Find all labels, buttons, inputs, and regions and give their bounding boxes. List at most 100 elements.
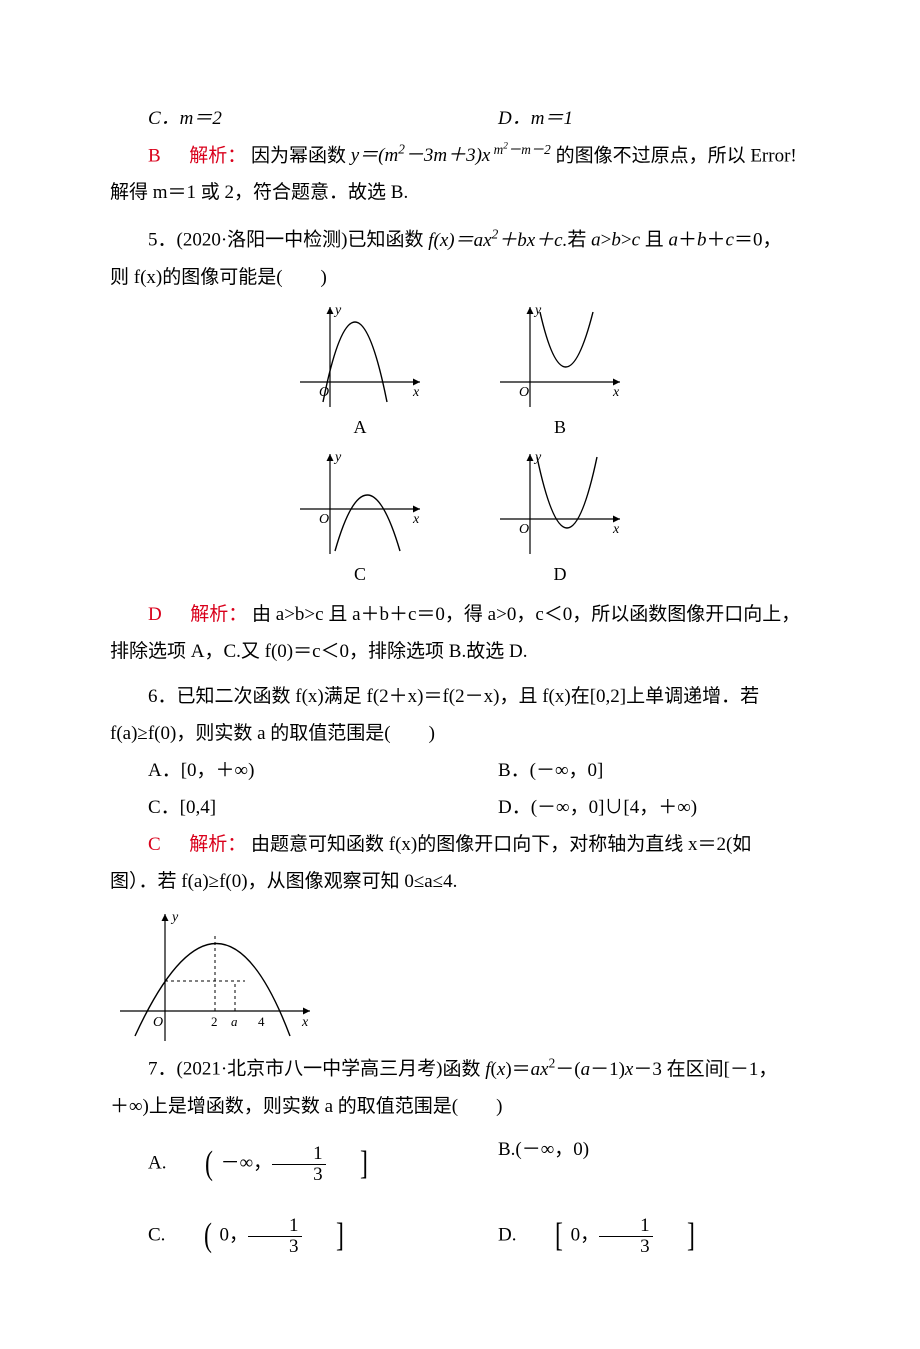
- q5-fig-d: O x y D: [495, 449, 625, 592]
- q6-option-b: B．(－∞，0]: [460, 752, 810, 789]
- bracket-icon: [: [529, 1203, 564, 1269]
- svg-text:y: y: [333, 450, 342, 465]
- stem-text: 已知二次函数 f(x)满足 f(2＋x)＝f(2－x)，且 f(x)在[0,2]…: [177, 686, 760, 707]
- option-body: 0，: [220, 1225, 249, 1246]
- q6-figure: O x y 2 a 4: [110, 906, 810, 1046]
- q6-stem-line1: 6．已知二次函数 f(x)满足 f(2＋x)＝f(2－x)，且 f(x)在[0,…: [110, 678, 810, 715]
- q6-option-d: D．(－∞，0]∪[4，＋∞): [460, 789, 810, 826]
- svg-text:x: x: [412, 512, 420, 527]
- stem-text: ＋∞)上是增函数，则实数 a 的取值范围是( ): [110, 1096, 502, 1117]
- answer-text: 因为幂函数: [251, 145, 351, 166]
- bracket-icon: ]: [660, 1203, 695, 1269]
- q6-option-c: C．[0,4]: [110, 789, 460, 826]
- option-body: －∞，: [221, 1152, 273, 1173]
- option-body: 0，: [571, 1225, 600, 1246]
- svg-text:4: 4: [258, 1014, 265, 1029]
- answer-text: 的图像不过原点，所以: [556, 145, 746, 166]
- answer-text: 解得 m＝1 或 2，符合题意．故选 B.: [110, 182, 408, 203]
- svg-text:a: a: [231, 1014, 238, 1029]
- option-text: C．m＝2: [148, 108, 222, 129]
- svg-text:2: 2: [211, 1014, 218, 1029]
- option-label: D.: [498, 1225, 516, 1246]
- answer-letter: B: [148, 145, 161, 166]
- parabola-icon: O x y 2 a 4: [110, 906, 320, 1046]
- q5-fig-a: O x y A: [295, 302, 425, 445]
- q-num: 7．: [148, 1059, 177, 1080]
- q5-answer: D 解析： 由 a>b>c 且 a＋b＋c＝0，得 a>0，c＜0，所以函数图像…: [110, 596, 810, 670]
- fraction: 13: [248, 1216, 302, 1257]
- fig-label: D: [554, 557, 567, 592]
- fraction: 13: [272, 1144, 326, 1185]
- svg-text:x: x: [412, 385, 420, 400]
- q7-option-c: C. (0，13]: [110, 1203, 460, 1269]
- answer-letter: C: [148, 834, 161, 855]
- option-label: C.: [148, 1225, 165, 1246]
- stem-text: 函数 f(x)＝ax2－(a－1)x－3 在区间[－1，: [443, 1059, 778, 1080]
- q7-option-row1: A. ( －∞，13] B.(－∞，0): [110, 1131, 810, 1197]
- bracket-icon: ]: [333, 1131, 368, 1197]
- page: { "q4": { "optC": "C．m＝2", "optD": "D．m＝…: [0, 0, 920, 1349]
- fraction: 13: [599, 1216, 653, 1257]
- q-num: 6．: [148, 686, 177, 707]
- q7-stem-line2: ＋∞)上是增函数，则实数 a 的取值范围是( ): [110, 1088, 810, 1125]
- answer-text: 图）．若 f(a)≥f(0)，从图像观察可知 0≤a≤4.: [110, 871, 457, 892]
- q6-option-row2: C．[0,4] D．(－∞，0]∪[4，＋∞): [110, 789, 810, 826]
- svg-text:O: O: [319, 385, 329, 400]
- q7-stem-line1: 7．(2021·北京市八一中学高三月考)函数 f(x)＝ax2－(a－1)x－3…: [110, 1050, 810, 1087]
- svg-text:y: y: [533, 450, 542, 465]
- svg-text:O: O: [519, 385, 529, 400]
- bracket-icon: ]: [309, 1203, 344, 1269]
- q7-option-d: D. [0，13]: [460, 1203, 810, 1269]
- parabola-icon: O x y: [295, 449, 425, 559]
- svg-text:O: O: [519, 522, 529, 537]
- q-num: 5．: [148, 230, 177, 251]
- q6-answer-line1: C 解析： 由题意可知函数 f(x)的图像开口向下，对称轴为直线 x＝2(如: [110, 826, 810, 863]
- svg-text:x: x: [612, 522, 620, 537]
- option-label: A.: [148, 1152, 166, 1173]
- stem-text: 若 a>b>c 且 a＋b＋c＝0，: [567, 230, 781, 251]
- answer-letter: D: [148, 604, 162, 625]
- svg-text:x: x: [612, 385, 620, 400]
- answer-formula: y＝(m2－3m＋3)x m2－m－2: [351, 145, 551, 166]
- bracket-icon: (: [178, 1203, 213, 1269]
- bracket-icon: (: [179, 1131, 214, 1197]
- q6-answer-line2: 图）．若 f(a)≥f(0)，从图像观察可知 0≤a≤4.: [110, 863, 810, 900]
- q5-figures: O x y A O x y B: [110, 302, 810, 592]
- svg-text:y: y: [333, 303, 342, 318]
- q7-option-row2: C. (0，13] D. [0，13]: [110, 1203, 810, 1269]
- q4-option-c: C．m＝2: [110, 100, 460, 137]
- answer-label: 解析：: [189, 145, 246, 166]
- q-source: (2021·北京市八一中学高三月考): [177, 1059, 443, 1080]
- formula: f(x)＝ax2＋bx＋c.: [428, 230, 567, 251]
- q-source: (2020·洛阳一中检测): [177, 230, 348, 251]
- q4-option-d: D．m＝1: [460, 100, 810, 137]
- q4-answer-line1: B 解析： 因为幂函数 y＝(m2－3m＋3)x m2－m－2 的图像不过原点，…: [110, 137, 810, 174]
- q7-option-b: B.(－∞，0): [460, 1131, 810, 1197]
- q5-stem-line1: 5．(2020·洛阳一中检测)已知函数 f(x)＝ax2＋bx＋c.若 a>b>…: [110, 221, 810, 258]
- q6-option-row1: A．[0，＋∞) B．(－∞，0]: [110, 752, 810, 789]
- answer-label: 解析：: [190, 604, 247, 625]
- parabola-icon: O x y: [295, 302, 425, 412]
- q4-option-row: C．m＝2 D．m＝1: [110, 100, 810, 137]
- q7-option-a: A. ( －∞，13]: [110, 1131, 460, 1197]
- answer-label: 解析：: [189, 834, 246, 855]
- svg-text:y: y: [533, 303, 542, 318]
- q5-fig-b: O x y B: [495, 302, 625, 445]
- svg-text:y: y: [170, 910, 179, 925]
- option-text: D．m＝1: [498, 108, 573, 129]
- fig-label: C: [354, 557, 366, 592]
- parabola-icon: O x y: [495, 449, 625, 559]
- parabola-icon: O x y: [495, 302, 625, 412]
- svg-text:x: x: [301, 1015, 309, 1030]
- q6-stem-line2: f(a)≥f(0)，则实数 a 的取值范围是( ): [110, 715, 810, 752]
- answer-text: 由题意可知函数 f(x)的图像开口向下，对称轴为直线 x＝2(如: [251, 834, 751, 855]
- stem-text: 已知函数: [348, 230, 429, 251]
- svg-text:O: O: [153, 1015, 163, 1030]
- fig-label: B: [554, 410, 566, 445]
- q5-stem-line2: 则 f(x)的图像可能是( ): [110, 259, 810, 296]
- stem-text: f(a)≥f(0)，则实数 a 的取值范围是( ): [110, 723, 435, 744]
- q5-fig-c: O x y C: [295, 449, 425, 592]
- q6-option-a: A．[0，＋∞): [110, 752, 460, 789]
- stem-text: 则 f(x)的图像可能是( ): [110, 267, 327, 288]
- q4-answer-line2: 解得 m＝1 或 2，符合题意．故选 B.: [110, 174, 810, 211]
